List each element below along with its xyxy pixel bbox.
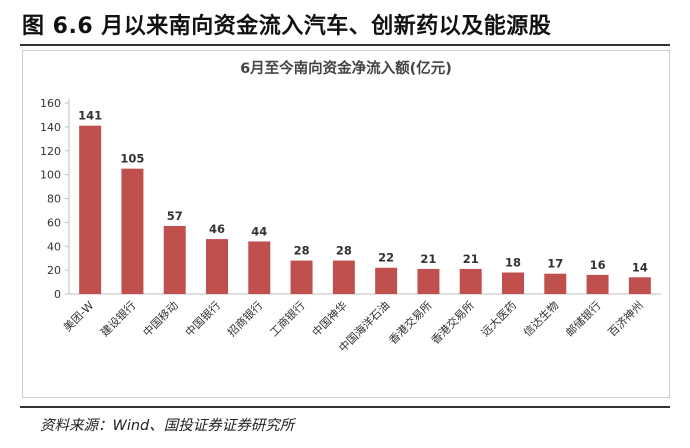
chart-panel: 6月至今南向资金净流入额(亿元) 0 20 40 60 80 100 120 140 160 14… — [22, 50, 670, 398]
data-label: 28 — [336, 244, 352, 258]
y-tick-label: 140 — [40, 121, 61, 134]
data-label: 57 — [167, 209, 183, 223]
x-tick-label: 远大医药 — [478, 298, 519, 339]
x-tick-label: 工商银行 — [267, 298, 308, 339]
y-tick-label: 0 — [54, 288, 61, 301]
bar — [79, 125, 102, 295]
data-label: 14 — [632, 260, 648, 274]
bar — [628, 277, 651, 294]
y-tick-label: 60 — [47, 216, 61, 229]
data-label: 18 — [505, 256, 521, 270]
bar — [586, 274, 609, 294]
x-tick-label: 香港交易所 — [386, 298, 435, 347]
y-tick-label: 100 — [40, 169, 61, 182]
x-tick-label: 中国银行 — [182, 298, 223, 339]
bottom-divider — [20, 406, 670, 408]
bar — [206, 239, 228, 294]
bar — [163, 225, 186, 294]
bar — [332, 260, 355, 294]
x-tick-label: 建设银行 — [98, 298, 139, 339]
bar — [248, 241, 271, 294]
x-tick-label: 中国神华 — [309, 298, 350, 339]
data-label: 16 — [590, 258, 606, 272]
bar — [121, 168, 144, 294]
x-tick-label: 信达生物 — [520, 298, 561, 339]
data-label: 105 — [120, 152, 144, 166]
bar — [544, 273, 567, 294]
data-label: 21 — [420, 252, 436, 266]
top-divider — [20, 44, 670, 46]
y-tick-label: 80 — [47, 193, 61, 206]
y-tick-label: 40 — [47, 240, 61, 253]
x-tick-label: 香港交易所 — [428, 298, 477, 347]
data-label: 46 — [209, 222, 225, 236]
source-note: 资料来源：Wind、国投证券证券研究所 — [40, 418, 295, 434]
data-label: 28 — [294, 244, 310, 258]
x-tick-label: 百济神州 — [605, 298, 646, 339]
x-tick-label: 中国移动 — [141, 299, 181, 339]
x-tick-label: 招商银行 — [224, 298, 265, 339]
chart-title: 6月至今南向资金净流入额(亿元) — [240, 61, 452, 77]
bar — [375, 267, 398, 294]
data-label: 21 — [463, 252, 479, 266]
data-label: 22 — [378, 251, 394, 265]
data-label: 141 — [78, 109, 102, 123]
data-label: 44 — [251, 224, 267, 238]
bar — [459, 268, 482, 294]
y-tick-label: 120 — [40, 145, 61, 158]
x-tick-label: 美团-W — [61, 299, 96, 334]
data-label: 17 — [547, 257, 563, 271]
y-tick-label: 20 — [47, 264, 61, 277]
bar — [502, 272, 524, 294]
y-tick-label: 160 — [40, 97, 61, 110]
x-tick-label: 邮储银行 — [563, 298, 604, 339]
figure-title: 图 6.6 月以来南向资金流入汽车、创新药以及能源股 — [22, 14, 552, 39]
bar-chart: 0 20 40 60 80 100 120 140 160 141 美团-W 105 建设银行 57 中国移… — [40, 97, 661, 355]
bar — [417, 268, 440, 294]
bar — [290, 260, 313, 294]
